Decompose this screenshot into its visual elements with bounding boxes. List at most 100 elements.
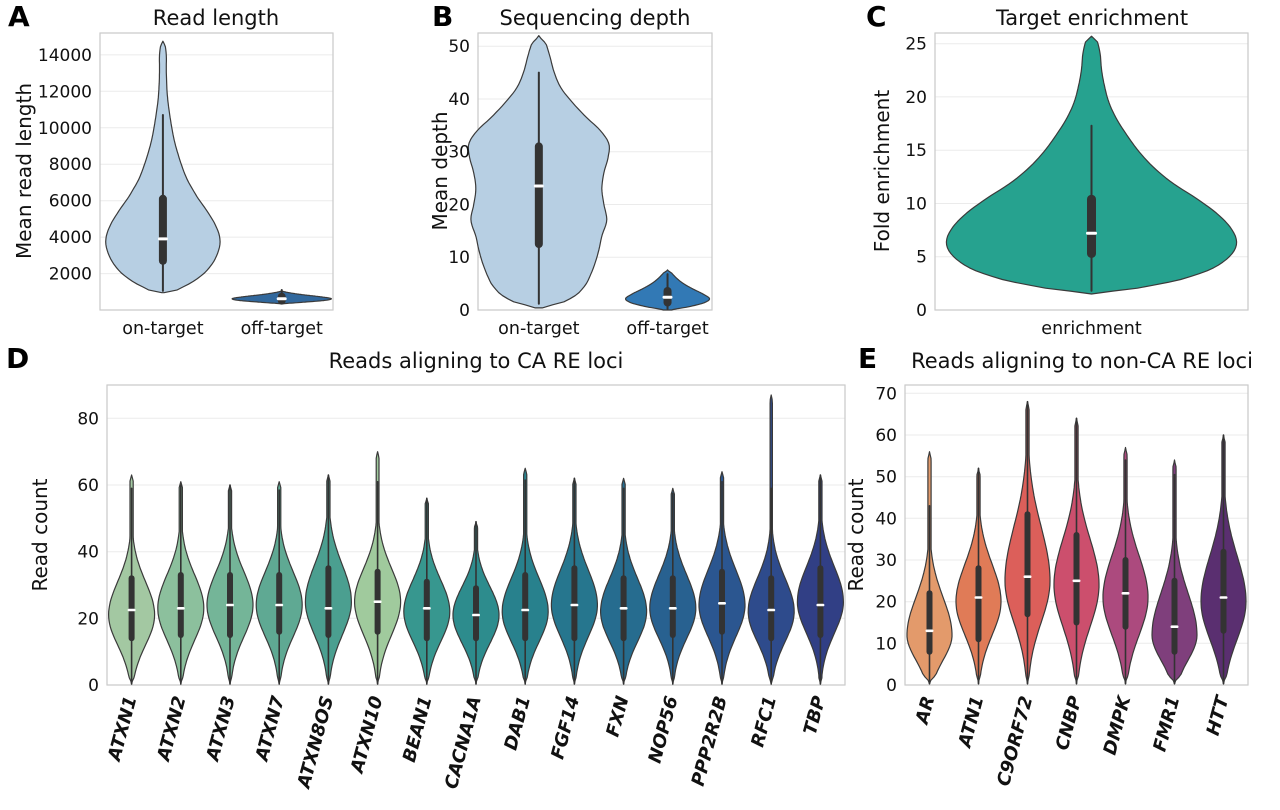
median-marker xyxy=(176,607,185,610)
x-category-label: HTT xyxy=(1203,692,1234,738)
panel-b-plot: on-target off-target 0 10 20 30 40 50 xyxy=(448,32,713,339)
median-marker xyxy=(1023,575,1032,578)
x-category-label: ATXN2 xyxy=(153,694,191,765)
y-tick-label: 10000 xyxy=(38,119,92,139)
panel-b-ylabel: Mean depth xyxy=(428,111,452,231)
y-tick-label: 80 xyxy=(77,409,99,429)
y-tick-label: 8000 xyxy=(49,155,92,175)
y-tick-label: 5 xyxy=(916,248,927,268)
x-category-label: off-target xyxy=(241,319,323,339)
y-tick-label: 20 xyxy=(448,195,470,215)
x-category-label: AR xyxy=(911,694,939,728)
y-tick-label: 0 xyxy=(886,676,897,696)
panel-border xyxy=(904,384,1249,686)
median-marker xyxy=(324,607,333,610)
median-marker xyxy=(373,600,382,603)
y-tick-label: 0 xyxy=(459,301,470,321)
x-category-label: on-target xyxy=(122,319,203,339)
median-marker xyxy=(718,602,726,605)
x-category-label: ATXN10 xyxy=(346,694,387,777)
panel-b-title: Sequencing depth xyxy=(499,6,691,30)
y-tick-label: 20 xyxy=(875,593,897,613)
panel-a-plot: on-target off-target 2000 4000 6000 8000 10000… xyxy=(38,32,334,339)
y-tick-label: 50 xyxy=(875,468,897,488)
x-category-label: BEAN1 xyxy=(399,694,437,765)
panel-d-ylabel: Read count xyxy=(28,478,52,592)
y-tick-label: 10 xyxy=(875,634,897,654)
y-tick-label: 2000 xyxy=(49,265,92,285)
x-category-label: FGF14 xyxy=(547,694,584,762)
median-marker xyxy=(668,607,677,610)
median-marker xyxy=(276,297,287,301)
median-marker xyxy=(767,608,776,612)
x-category-label: C9ORF72 xyxy=(993,694,1037,789)
panel-a-letter: A xyxy=(8,0,30,33)
median-marker xyxy=(1072,579,1081,583)
x-category-label: ATXN8OS xyxy=(293,694,338,792)
x-category-label: NOP56 xyxy=(645,694,683,766)
median-marker xyxy=(226,603,234,607)
x-category-label: CACNA1A xyxy=(441,694,486,791)
median-marker xyxy=(275,603,284,607)
x-category-label: on-target xyxy=(498,319,579,339)
x-category-label: ATXN3 xyxy=(202,694,240,765)
panel-border xyxy=(106,384,846,686)
panel-a-ylabel: Mean read length xyxy=(12,83,36,259)
x-category-label: TBP xyxy=(800,694,830,737)
y-tick-label: 12000 xyxy=(38,82,92,102)
y-tick-label: 20 xyxy=(905,88,927,108)
y-tick-label: 50 xyxy=(448,37,470,57)
y-tick-label: 40 xyxy=(77,543,99,563)
panel-c-letter: C xyxy=(866,0,887,33)
y-tick-label: 30 xyxy=(875,551,897,571)
median-marker xyxy=(570,603,579,607)
y-tick-label: 40 xyxy=(875,509,897,529)
y-tick-label: 20 xyxy=(77,609,99,629)
x-category-label: ATXN1 xyxy=(104,694,142,765)
x-category-label: RFC1 xyxy=(747,694,781,750)
x-category-label: ATN1 xyxy=(954,694,988,752)
y-tick-label: 4000 xyxy=(49,228,92,248)
x-category-label: off-target xyxy=(626,319,708,339)
panel-c-plot: enrichment 0 5 10 15 20 25 xyxy=(905,32,1249,339)
x-category-label: FMR1 xyxy=(1149,694,1184,754)
panel-e-title: Reads aligning to non-CA RE loci xyxy=(911,349,1253,373)
median-marker xyxy=(533,184,544,188)
panel-d-letter: D xyxy=(6,342,30,375)
panel-d-title: Reads aligning to CA RE loci xyxy=(328,349,624,373)
y-tick-label: 6000 xyxy=(49,192,92,212)
y-tick-label: 60 xyxy=(875,426,897,446)
y-tick-label: 60 xyxy=(77,476,99,496)
median-marker xyxy=(974,596,983,599)
median-marker xyxy=(1086,231,1097,235)
median-marker xyxy=(619,607,628,610)
y-tick-label: 30 xyxy=(448,143,470,163)
median-marker xyxy=(816,603,825,607)
x-category-label: DMPK xyxy=(1100,692,1136,757)
panel-b-letter: B xyxy=(432,0,454,33)
y-tick-label: 10 xyxy=(905,194,927,214)
x-category-label: enrichment xyxy=(1041,319,1142,339)
y-tick-label: 0 xyxy=(88,676,99,696)
panel-e-plot: AR ATN1 C9ORF72 CNBP DMPK FMR1 HTT 0 10 20 30 40 50 6… xyxy=(875,384,1249,789)
median-marker xyxy=(422,607,431,610)
y-tick-label: 70 xyxy=(875,384,897,404)
x-category-label: DAB1 xyxy=(500,694,535,753)
median-marker xyxy=(1170,625,1179,628)
median-marker xyxy=(1219,596,1228,599)
panel-e-ylabel: Read count xyxy=(844,478,868,592)
x-category-label: FXN xyxy=(602,694,633,739)
median-marker xyxy=(925,629,934,633)
median-marker xyxy=(521,608,530,612)
panel-e-letter: E xyxy=(858,342,878,375)
y-tick-label: 10 xyxy=(448,248,470,268)
panel-border xyxy=(99,32,334,311)
panel-d-plot: ATXN1 ATXN2 ATXN3 ATXN7 ATXN8OS ATXN10 BEAN1 CA… xyxy=(77,384,846,792)
y-tick-label: 25 xyxy=(905,35,927,55)
panel-border xyxy=(934,32,1249,311)
median-marker xyxy=(472,613,480,617)
x-category-label: PPP2R2B xyxy=(688,694,732,789)
x-category-label: CNBP xyxy=(1052,694,1087,753)
y-tick-label: 15 xyxy=(905,141,927,161)
